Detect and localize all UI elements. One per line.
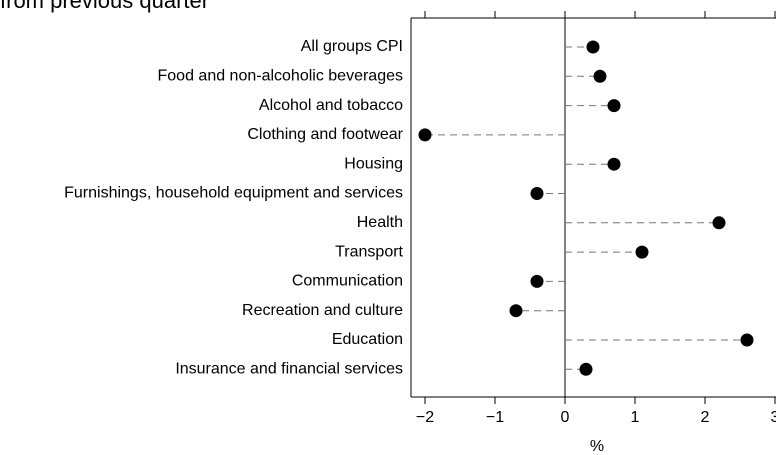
y-category-label: Clothing and footwear xyxy=(247,126,403,143)
dot xyxy=(607,99,621,113)
y-category-label: Transport xyxy=(335,243,403,260)
dot xyxy=(509,304,523,318)
y-category-label: Insurance and financial services xyxy=(175,361,403,378)
dot xyxy=(607,157,621,171)
dot xyxy=(635,245,649,259)
dot xyxy=(740,333,754,347)
y-category-label: Health xyxy=(357,214,403,231)
x-tick-label: 3 xyxy=(771,409,776,426)
x-tick-label: −1 xyxy=(486,409,504,426)
y-category-label: Housing xyxy=(344,155,403,172)
chart-title: from previous quarter xyxy=(0,0,209,13)
x-axis-label: % xyxy=(590,438,604,455)
y-category-label: Education xyxy=(332,331,403,348)
dot xyxy=(593,69,607,83)
y-category-label: All groups CPI xyxy=(301,38,403,55)
y-category-label: Furnishings, household equipment and ser… xyxy=(64,185,403,202)
dot xyxy=(712,216,726,230)
y-category-label: Alcohol and tobacco xyxy=(259,97,403,114)
dot xyxy=(530,274,544,288)
x-tick-label: 1 xyxy=(631,409,640,426)
x-tick-label: −2 xyxy=(416,409,434,426)
dot xyxy=(579,362,593,376)
dot xyxy=(418,128,432,142)
y-category-label: Recreation and culture xyxy=(242,302,403,319)
dot xyxy=(586,40,600,54)
x-tick-label: 2 xyxy=(701,409,710,426)
dot xyxy=(530,187,544,200)
y-category-label: Food and non-alcoholic beverages xyxy=(158,68,404,85)
y-category-label: Communication xyxy=(292,273,403,290)
x-tick-label: 0 xyxy=(561,409,570,426)
